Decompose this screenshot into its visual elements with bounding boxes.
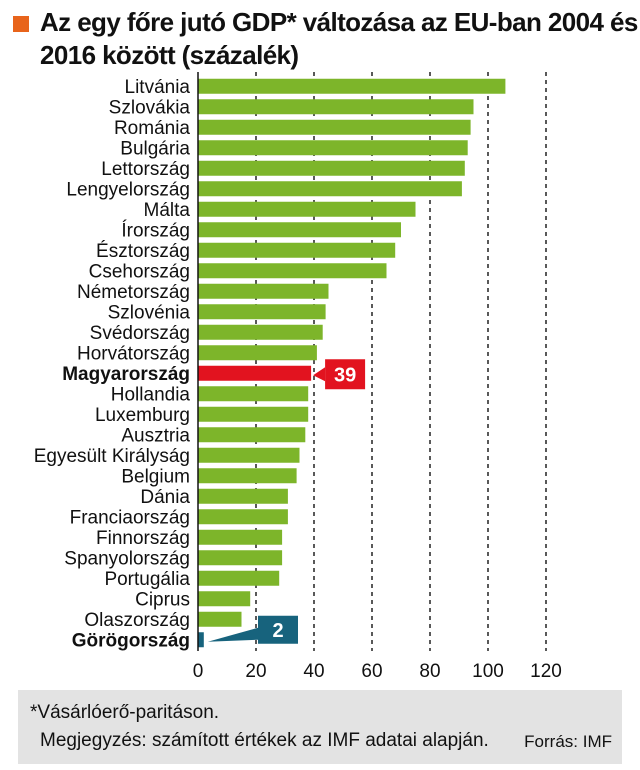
x-tick-label: 60 xyxy=(361,661,382,682)
bar xyxy=(198,140,468,156)
bar xyxy=(198,304,326,320)
category-label: Ciprus xyxy=(135,589,190,610)
footer-note: Megjegyzés: számított értékek az IMF ada… xyxy=(40,730,489,751)
bar xyxy=(198,160,465,176)
bar xyxy=(198,345,317,361)
bar xyxy=(198,611,242,627)
title-square-marker xyxy=(13,16,29,32)
category-label: Luxemburg xyxy=(95,405,190,426)
bar xyxy=(198,222,401,238)
category-label: Csehország xyxy=(89,261,190,282)
x-tick-label: 100 xyxy=(472,661,504,682)
category-label: Ausztria xyxy=(121,425,190,446)
category-label: Olaszország xyxy=(84,610,190,631)
bar xyxy=(198,99,474,115)
category-label: Hollandia xyxy=(111,384,191,405)
category-label: Finnország xyxy=(96,528,190,549)
bar xyxy=(198,447,300,463)
callout-pointer xyxy=(313,367,326,382)
category-label: Magyarország xyxy=(62,364,190,385)
category-label: Írország xyxy=(121,220,190,241)
category-label: Horvátország xyxy=(77,343,190,364)
bar xyxy=(198,406,309,422)
category-label: Lengyelország xyxy=(66,179,190,200)
bar xyxy=(198,78,506,94)
bar xyxy=(198,468,297,484)
category-label: Románia xyxy=(114,118,190,139)
bar xyxy=(198,201,416,217)
category-label: Franciaország xyxy=(70,507,190,528)
callout-pointer xyxy=(207,627,258,642)
category-label: Lettország xyxy=(101,159,190,180)
data-label: 39 xyxy=(334,364,356,386)
bar xyxy=(198,242,396,258)
category-label: Svédország xyxy=(90,323,190,344)
category-label: Portugália xyxy=(104,569,190,590)
x-tick-label: 20 xyxy=(245,661,266,682)
source-credit: Forrás: IMF xyxy=(524,732,612,751)
category-label: Málta xyxy=(144,200,191,221)
chart-title: Az egy főre jutó GDP* változása az EU-ba… xyxy=(40,7,638,70)
bar xyxy=(198,365,312,381)
callout-box xyxy=(258,615,298,644)
category-label: Észtország xyxy=(96,241,190,262)
x-tick-label: 0 xyxy=(193,661,204,682)
bar-chart: LitvániaSzlovákiaRomániaBulgáriaLettorsz… xyxy=(34,72,562,682)
category-label: Litvánia xyxy=(125,77,191,98)
bar xyxy=(198,570,280,586)
bar xyxy=(198,427,306,443)
category-label: Szlovákia xyxy=(109,97,191,118)
bar xyxy=(198,529,283,545)
bar xyxy=(198,263,387,279)
category-label: Bulgária xyxy=(120,138,190,159)
bar xyxy=(198,591,251,607)
footnote: *Vásárlóerő-paritáson. xyxy=(30,702,220,723)
x-tick-label: 120 xyxy=(530,661,562,682)
bar xyxy=(198,324,323,340)
bar xyxy=(198,488,288,504)
category-label: Németország xyxy=(77,282,190,303)
x-tick-label: 40 xyxy=(303,661,324,682)
bar xyxy=(198,283,329,299)
bar xyxy=(198,181,462,197)
category-label: Görögország xyxy=(72,630,190,651)
category-label: Szlovénia xyxy=(108,302,191,323)
category-label: Belgium xyxy=(121,466,190,487)
bar xyxy=(198,509,288,525)
data-label: 2 xyxy=(272,620,283,642)
chart-footer: *Vásárlóerő-paritáson. Megjegyzés: számí… xyxy=(18,690,622,764)
x-tick-label: 80 xyxy=(419,661,440,682)
bar xyxy=(198,632,204,648)
bar xyxy=(198,386,309,402)
bar xyxy=(198,550,283,566)
category-label: Egyesült Királyság xyxy=(34,446,190,467)
bar xyxy=(198,119,471,135)
callout-box xyxy=(325,359,366,390)
category-label: Spanyolország xyxy=(64,548,190,569)
category-label: Dánia xyxy=(140,487,190,508)
